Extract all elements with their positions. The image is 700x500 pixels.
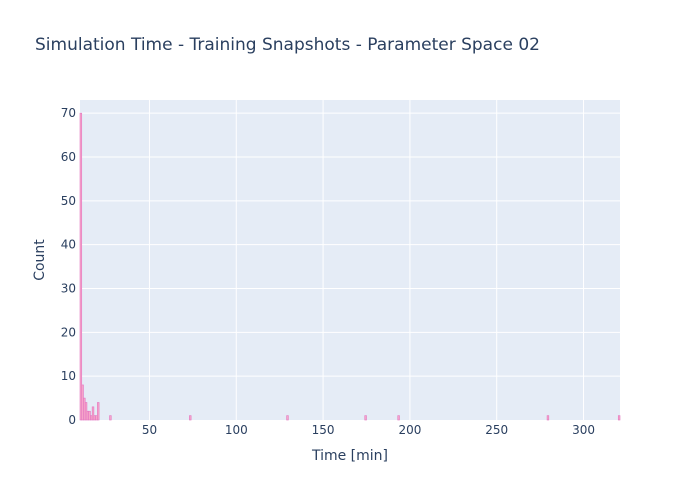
x-axis-title: Time [min] <box>311 448 388 464</box>
x-tick-label: 100 <box>225 423 248 437</box>
y-tick-label: 0 <box>68 413 76 427</box>
histogram-bar <box>109 415 112 421</box>
histogram-bar <box>617 415 621 421</box>
plot-area <box>80 100 620 420</box>
histogram-bar <box>189 415 192 421</box>
y-tick-label: 20 <box>61 325 76 339</box>
histogram-bar <box>79 112 83 421</box>
histogram-bar <box>546 415 550 421</box>
x-tick-label: 300 <box>572 423 595 437</box>
histogram-bar <box>91 406 95 421</box>
chart-title: Simulation Time - Training Snapshots - P… <box>35 35 540 55</box>
histogram-bar <box>364 415 367 421</box>
y-tick-label: 40 <box>61 238 76 252</box>
histogram-bar <box>97 402 100 421</box>
x-tick-label: 200 <box>398 423 421 437</box>
y-tick-labels: 0 10 20 30 40 50 60 70 <box>61 106 76 427</box>
histogram-bar <box>397 415 400 421</box>
y-axis-title: Count <box>32 239 48 281</box>
bars <box>79 112 621 421</box>
y-tick-label: 50 <box>61 194 76 208</box>
x-tick-label: 50 <box>142 423 157 437</box>
y-tick-label: 70 <box>61 106 76 120</box>
gridlines <box>80 100 620 420</box>
x-tick-label: 150 <box>312 423 335 437</box>
x-tick-label: 250 <box>485 423 508 437</box>
y-tick-label: 10 <box>61 369 76 383</box>
y-tick-label: 30 <box>61 281 76 295</box>
y-tick-label: 60 <box>61 150 76 164</box>
x-tick-labels: 50 100 150 200 250 300 <box>142 423 595 437</box>
histogram-bar <box>286 415 289 421</box>
